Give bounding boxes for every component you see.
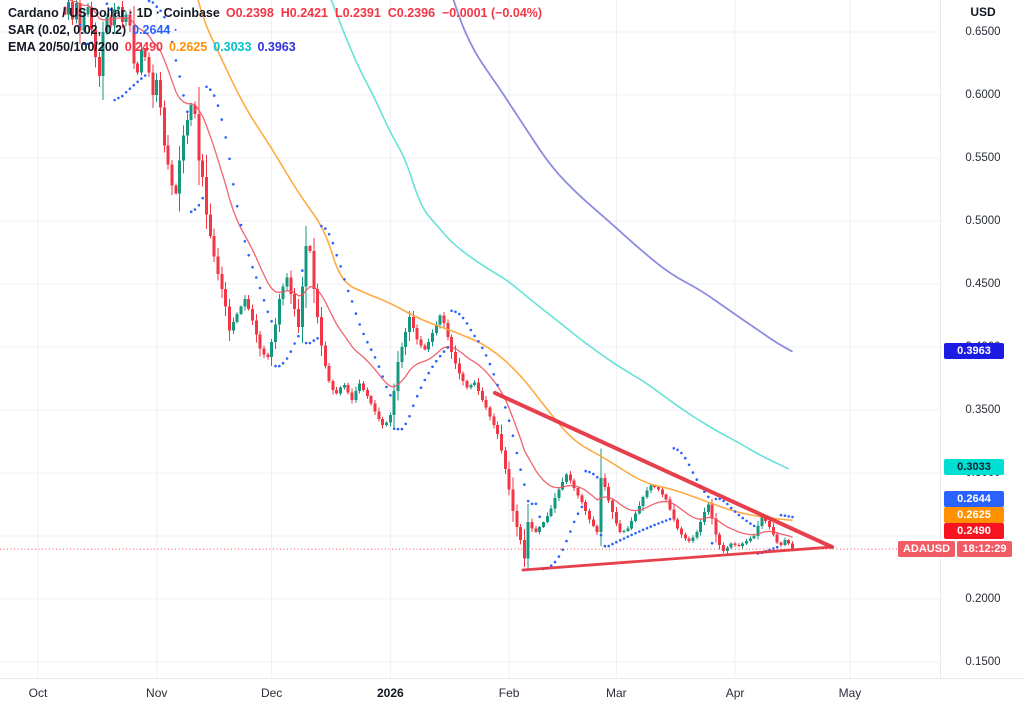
symbol-name-badge: ADAUSD (898, 541, 955, 558)
indicator-value-badge: 0.2625 (944, 507, 1004, 523)
time-tick-label: Oct (28, 686, 48, 700)
legend-symbol-row[interactable]: Cardano / US Dollar · 1D · Coinbase O0.23… (8, 5, 542, 22)
time-tick-label: Dec (260, 686, 283, 700)
chart-canvas (0, 0, 940, 678)
ohlc-values: O0.2398 H0.2421 L0.2391 C0.2396 −0.0001 … (225, 6, 543, 20)
time-tick-label: Mar (605, 686, 627, 700)
time-tick-label: Feb (498, 686, 520, 700)
price-tick-label: 0.4500 (965, 278, 1001, 290)
indicator-value-badge: 0.3033 (944, 459, 1004, 475)
time-tick-label: Apr (725, 686, 745, 700)
indicator-value-badge: 0.2490 (944, 523, 1004, 539)
price-chart-pane[interactable]: Cardano / US Dollar · 1D · Coinbase O0.23… (0, 0, 940, 678)
price-tick-label: 0.3500 (965, 404, 1001, 416)
ema100-value: 0.3033 (213, 40, 252, 54)
price-tick-label: 0.6000 (965, 89, 1001, 101)
time-tick-label: 2026 (377, 686, 404, 700)
bar-countdown-badge: 18:12:29 (957, 541, 1012, 558)
price-axis[interactable]: USD 0.65000.60000.55000.50000.45000.4000… (940, 0, 1024, 678)
legend: Cardano / US Dollar · 1D · Coinbase O0.23… (8, 5, 542, 56)
indicator-value-badge: 0.3963 (944, 343, 1004, 359)
sar-value: 0.2644 ∙ (132, 23, 178, 37)
ema20-value: 0.2490 (124, 40, 163, 54)
currency-label: USD (970, 5, 996, 19)
price-tick-label: 0.1500 (965, 656, 1001, 668)
legend-ema-row[interactable]: EMA 20/50/100/200 0.2490 0.2625 0.3033 0.396… (8, 39, 542, 56)
time-tick-label: Nov (146, 686, 168, 700)
legend-sar-row[interactable]: SAR (0.02, 0.02, 0.2) 0.2644 ∙ (8, 22, 542, 39)
sar-label: SAR (0.02, 0.02, 0.2) (8, 23, 127, 37)
price-tick-label: 0.5000 (965, 215, 1001, 227)
ema-label: EMA 20/50/100/200 (8, 40, 119, 54)
time-tick-label: May (838, 686, 862, 700)
price-tick-label: 0.2000 (965, 593, 1001, 605)
time-axis[interactable]: Oct Nov Dec 2026 Feb Mar Apr May (0, 678, 1024, 710)
symbol-title: Cardano / US Dollar · 1D · Coinbase (8, 6, 220, 20)
indicator-value-badge: 0.2644 (944, 491, 1004, 507)
price-tick-label: 0.6500 (965, 26, 1001, 38)
ema50-value: 0.2625 (168, 40, 208, 54)
price-tick-label: 0.5500 (965, 152, 1001, 164)
ema200-value: 0.3963 (257, 40, 296, 54)
